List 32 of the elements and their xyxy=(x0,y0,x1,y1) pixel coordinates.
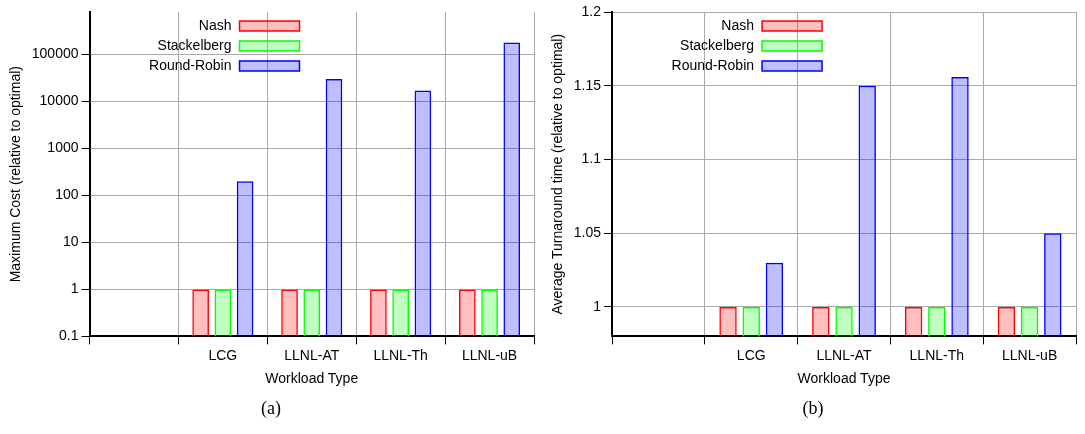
y-tick-label: 100000 xyxy=(31,45,79,62)
x-tick-label: LLNL-Th xyxy=(373,346,428,363)
y-tick-label: 1.1 xyxy=(581,150,602,167)
x-tick-label: LLNL-AT xyxy=(284,346,340,363)
legend-label: Nash xyxy=(198,16,232,33)
legend-label: Stackelberg xyxy=(680,36,755,53)
x-axis-title: Workload Type xyxy=(797,370,891,387)
x-axis-title: Workload Type xyxy=(265,370,359,387)
y-axis-title: Maximum Cost (relative to optimal) xyxy=(7,66,24,283)
y-tick-label: 1.15 xyxy=(573,76,602,93)
legend-label: Round-Robin xyxy=(149,56,232,73)
y-tick-label: 0.1 xyxy=(59,327,79,344)
x-tick-label: LCG xyxy=(208,346,238,363)
y-tick-label: 1.2 xyxy=(581,2,602,19)
y-tick-label: 1000 xyxy=(47,139,79,156)
y-tick-label: 1 xyxy=(70,280,79,297)
legend-label: Stackelberg xyxy=(157,36,232,53)
x-tick-label: LCG xyxy=(736,346,766,363)
legend-label: Nash xyxy=(721,16,755,33)
text: (b) xyxy=(801,398,825,419)
y-tick-label: 10000 xyxy=(39,92,79,109)
y-tick-label: 1.05 xyxy=(573,224,602,241)
x-tick-label: LLNL-AT xyxy=(816,346,872,363)
x-tick-label: LLNL-uB xyxy=(461,346,518,363)
text: (a) xyxy=(260,398,282,419)
x-tick-label: LLNL-Th xyxy=(909,346,965,363)
x-tick-label: LLNL-uB xyxy=(1001,346,1058,363)
y-tick-label: 10 xyxy=(62,233,79,250)
y-tick-label: 100 xyxy=(55,186,79,203)
y-tick-label: 1 xyxy=(593,297,602,314)
legend-label: Round-Robin xyxy=(671,56,755,73)
y-axis-title: Average Turnaround time (relative to optimal) xyxy=(549,33,566,315)
